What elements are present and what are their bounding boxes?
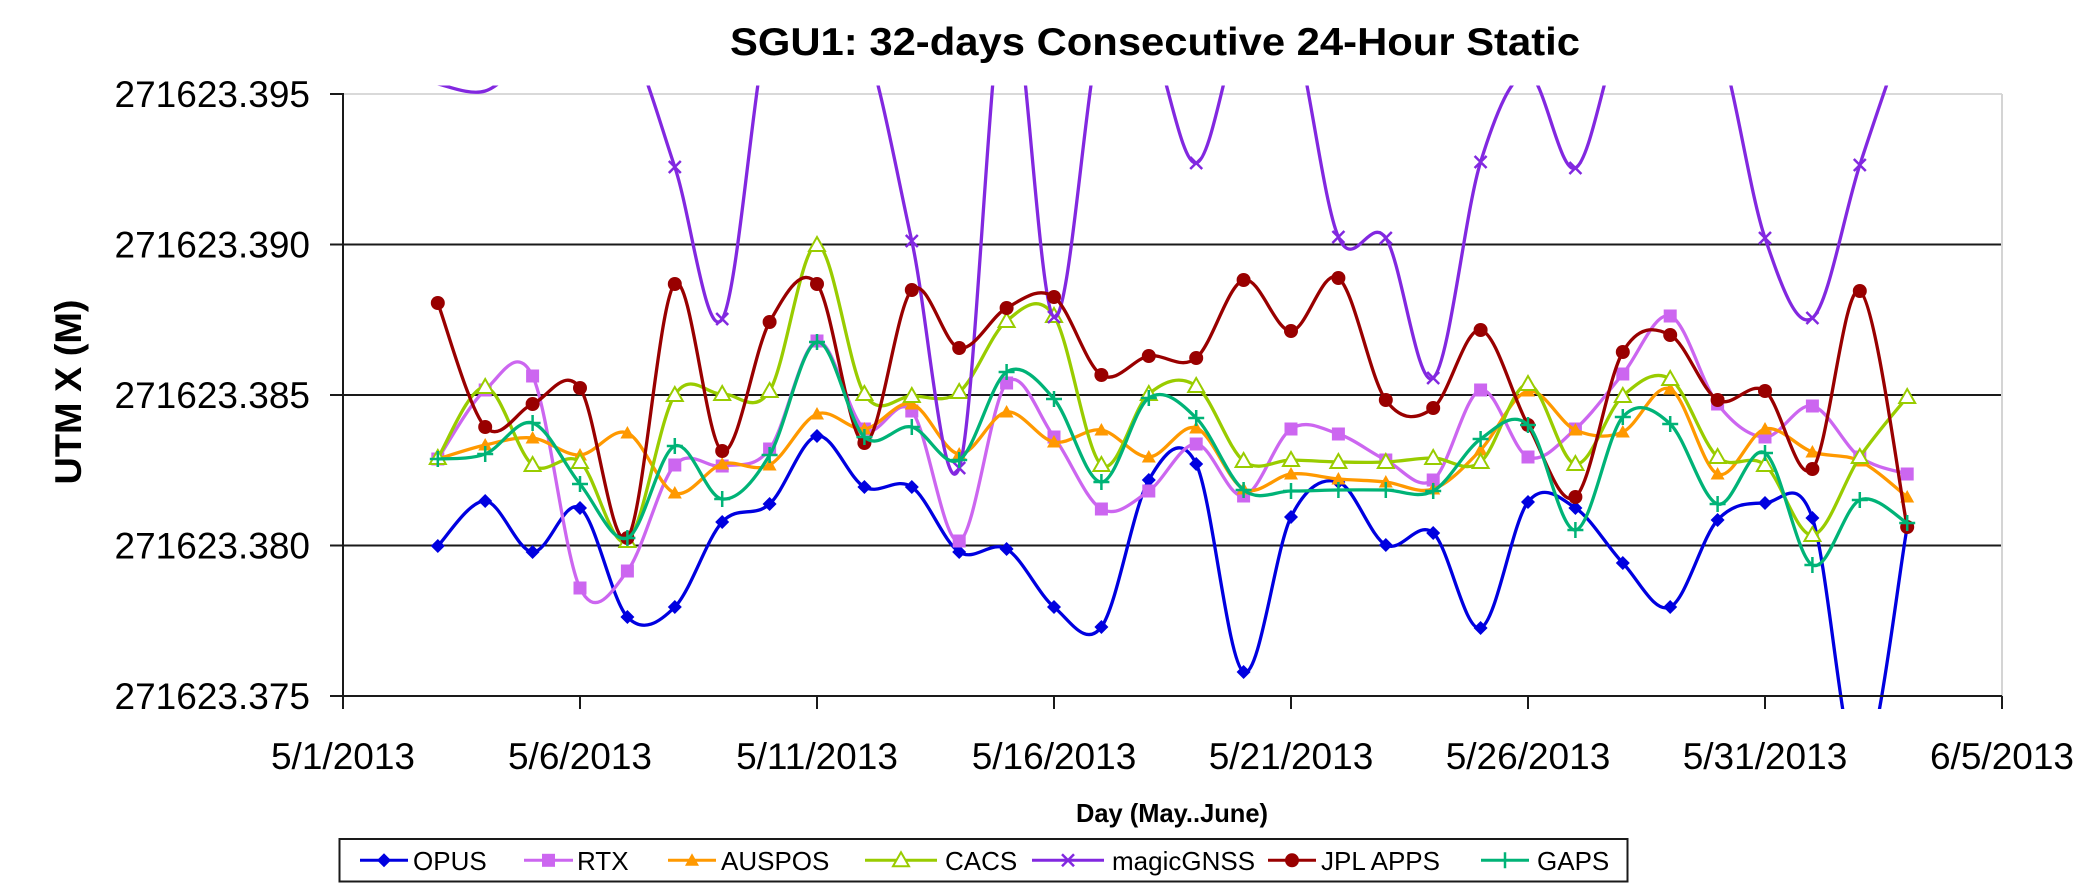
svg-text:5/1/2013: 5/1/2013	[271, 736, 415, 777]
svg-text:AUSPOS: AUSPOS	[721, 846, 829, 876]
svg-text:271623.375: 271623.375	[115, 676, 310, 717]
svg-text:RTX: RTX	[577, 846, 629, 876]
svg-text:5/31/2013: 5/31/2013	[1683, 736, 1848, 777]
svg-text:Day (May..June): Day (May..June)	[1076, 798, 1268, 828]
svg-text:GAPS: GAPS	[1537, 846, 1609, 876]
svg-text:5/6/2013: 5/6/2013	[508, 736, 652, 777]
svg-text:OPUS: OPUS	[413, 846, 487, 876]
svg-text:JPL APPS: JPL APPS	[1321, 846, 1440, 876]
svg-text:6/5/2013: 6/5/2013	[1930, 736, 2074, 777]
svg-text:UTM X (M): UTM X (M)	[48, 300, 89, 485]
svg-text:5/21/2013: 5/21/2013	[1209, 736, 1374, 777]
svg-text:5/16/2013: 5/16/2013	[972, 736, 1137, 777]
svg-text:SGU1: 32-days Consecutive 24-H: SGU1: 32-days Consecutive 24-Hour Static	[730, 21, 1580, 64]
svg-text:271623.385: 271623.385	[115, 375, 310, 416]
svg-text:5/26/2013: 5/26/2013	[1446, 736, 1611, 777]
svg-text:271623.395: 271623.395	[115, 74, 310, 115]
svg-text:CACS: CACS	[945, 846, 1017, 876]
svg-text:271623.390: 271623.390	[115, 225, 310, 266]
svg-text:magicGNSS: magicGNSS	[1112, 846, 1255, 876]
svg-text:271623.380: 271623.380	[115, 526, 310, 567]
svg-text:5/11/2013: 5/11/2013	[736, 736, 898, 777]
